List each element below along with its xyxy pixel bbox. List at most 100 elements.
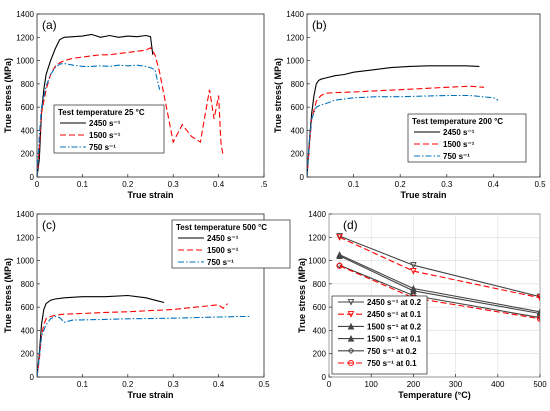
series-line-0: [339, 235, 540, 298]
series-line-1: [37, 303, 229, 377]
legend-box: [171, 219, 291, 269]
series-line-1: [339, 236, 540, 299]
x-tick-label: 0.1: [77, 180, 89, 189]
data-point-3: [536, 309, 540, 317]
legend-entry-0: 2450 s⁻¹: [89, 119, 121, 128]
panel-3: 0 200 400 600 800 1000 1200 1400 0 100 200 300 400 50…: [297, 210, 547, 400]
y-tick-label: 1000: [308, 257, 326, 266]
y-tick-label: 0: [322, 373, 327, 382]
legend-entry-1: 1500 s⁻¹: [443, 140, 475, 149]
y-tick-label: 1200: [16, 33, 34, 42]
y-tick-label: 400: [313, 326, 327, 335]
y-tick-label: 200: [21, 150, 35, 159]
x-tick-label: 0.1: [348, 180, 360, 189]
y-axis-label: True stress (MPa): [3, 58, 13, 133]
y-tick-label: 1000: [286, 57, 304, 66]
y-tick-label: 600: [21, 303, 35, 312]
y-tick-label: 0: [300, 173, 305, 182]
legend: Test temperature 200 °C 2450 s⁻¹ 1500 s⁻¹ 7…: [407, 113, 527, 163]
x-tick-label: 200: [407, 380, 421, 389]
legend-marker-1: [347, 311, 355, 318]
legend-title: Test temperature 500 °C: [176, 223, 267, 232]
x-axis-label: True strain: [127, 390, 173, 400]
data-point-3: [336, 252, 343, 259]
legend-entry-4: 750 s⁻¹ at 0.2: [367, 347, 417, 356]
data-point-1: [410, 268, 417, 275]
y-tick-label: 600: [313, 303, 327, 312]
y-tick-label: 0: [30, 173, 35, 182]
data-point-5: [336, 262, 343, 269]
data-point-4: [336, 261, 343, 269]
series-line-2: [307, 94, 499, 177]
series-line-0: [37, 33, 154, 177]
data-point-0: [410, 262, 417, 269]
data-point-1: [336, 234, 343, 241]
x-tick-label: 100: [365, 380, 379, 389]
y-tick-label: 400: [21, 326, 35, 335]
series-line-0: [37, 294, 165, 377]
y-tick-label: 1000: [16, 57, 34, 66]
legend: Test temperature 500 °C 2450 s⁻¹ 1500 s⁻¹ 7…: [171, 219, 291, 269]
panel-label: (d): [343, 218, 358, 232]
y-tick-label: 600: [21, 103, 35, 112]
series-group: [37, 294, 251, 377]
y-tick-label: 200: [21, 350, 35, 359]
legend-entry-1: 1500 s⁻¹: [89, 131, 121, 140]
x-tick-label: 0.2: [122, 380, 134, 389]
legend-entry-5: 750 s⁻¹ at 0.1: [367, 359, 417, 368]
y-tick-label: 1200: [286, 33, 304, 42]
x-tick-label: 0.3: [168, 380, 180, 389]
series-group: [307, 65, 499, 177]
y-tick-label: 200: [313, 350, 327, 359]
x-tick-label: 500: [533, 380, 547, 389]
x-tick-label: 0.4: [213, 380, 225, 389]
legend: 2450 s⁻¹ at 0.2 2450 s⁻¹ at 0.1 1500 s⁻¹ a…: [331, 295, 428, 375]
data-point-5: [536, 315, 540, 322]
legend-entry-2: 750 s⁻¹: [443, 152, 470, 161]
y-tick-label: 1400: [16, 210, 34, 219]
legend-entry-2: 750 s⁻¹: [89, 143, 116, 152]
y-axis-label: True stress (MPa): [297, 258, 307, 333]
series-line-1: [37, 47, 224, 177]
x-tick-label: 0.2: [395, 180, 407, 189]
panel-2: 0 200 400 600 800 1000 1200 1400 0.1 0.2 0.3 0.4 0.5…: [3, 210, 291, 400]
y-tick-label: 1400: [286, 10, 304, 19]
x-axis-label: True strain: [127, 190, 173, 200]
series-group: [336, 233, 540, 322]
y-axis-label: True stress (MPa): [3, 258, 13, 333]
legend-marker-3: [347, 334, 355, 342]
legend-marker-5: [347, 359, 355, 367]
y-tick-label: 0: [30, 373, 35, 382]
legend-marker-4: [347, 347, 355, 355]
series-line-5: [339, 265, 540, 320]
legend-entry-0: 2450 s⁻¹: [443, 128, 475, 137]
legend-marker-2: [347, 322, 355, 330]
x-tick-label: 0.4: [213, 180, 225, 189]
legend-box: [407, 113, 527, 163]
x-tick-label: 0.4: [488, 180, 500, 189]
y-tick-label: 800: [21, 80, 35, 89]
y-tick-label: 1400: [16, 10, 34, 19]
legend-title: Test temperature 25 °C: [58, 108, 145, 117]
legend-marker-0: [347, 298, 355, 306]
x-tick-label: 0.2: [122, 180, 134, 189]
series-line-0: [307, 65, 480, 177]
panel-label: (b): [312, 18, 327, 32]
x-tick-label: 0.3: [441, 180, 453, 189]
y-tick-label: 1200: [308, 233, 326, 242]
y-axis-label: True stress( MPa): [273, 58, 283, 133]
x-tick-label: 0.1: [77, 380, 89, 389]
legend-entry-0: 2450 s⁻¹: [207, 234, 239, 243]
series-group: [37, 33, 224, 177]
panel-label: (c): [42, 218, 56, 232]
x-tick-label: 0.3: [168, 180, 180, 189]
y-tick-label: 800: [313, 280, 327, 289]
series-line-2: [37, 315, 251, 377]
legend: Test temperature 25 °C 2450 s⁻¹ 1500 s⁻¹ 75…: [53, 104, 165, 154]
data-point-0: [336, 233, 343, 240]
y-tick-label: 400: [21, 126, 35, 135]
y-tick-label: 200: [291, 150, 305, 159]
legend-entry-2: 1500 s⁻¹ at 0.2: [367, 322, 422, 331]
legend-entry-1: 1500 s⁻¹: [207, 246, 239, 255]
